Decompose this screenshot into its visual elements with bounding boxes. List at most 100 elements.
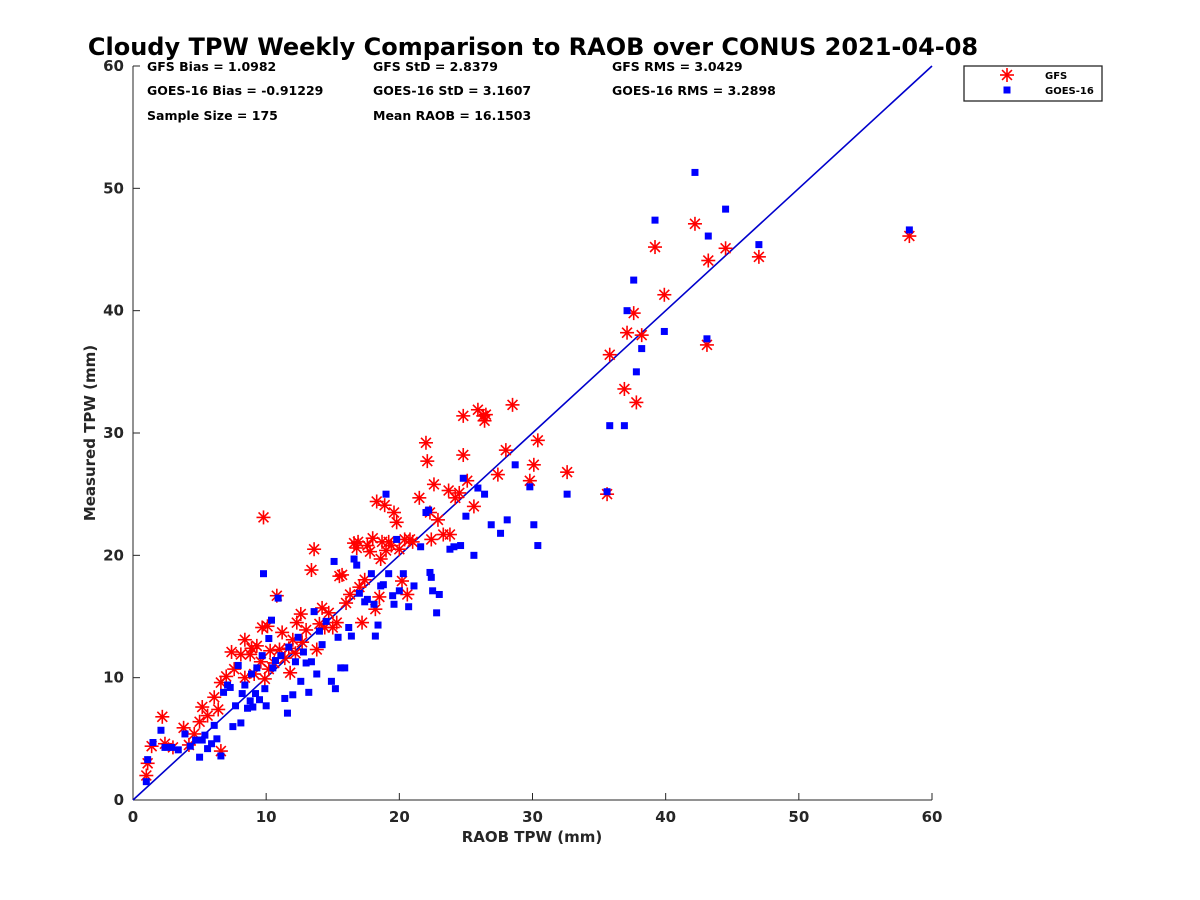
goes-16-point xyxy=(210,721,218,729)
goes-16-point xyxy=(703,335,711,343)
goes-16-point xyxy=(691,168,699,176)
goes-16-point xyxy=(256,696,264,704)
goes-16-point xyxy=(262,702,270,710)
gfs-point xyxy=(718,241,733,256)
gfs-point xyxy=(211,702,226,717)
stat-annotation: GFS Bias = 1.0982 xyxy=(147,59,276,74)
gfs-point xyxy=(420,454,435,469)
goes-16-point xyxy=(315,627,323,635)
gfs-point xyxy=(478,407,493,422)
gfs-point xyxy=(657,287,672,302)
goes-16-point xyxy=(181,730,189,738)
gfs-point xyxy=(224,644,239,659)
gfs-point xyxy=(343,587,358,602)
goes-16-point xyxy=(487,521,495,529)
gfs-point xyxy=(418,435,433,450)
legend-gfs-label: GFS xyxy=(1045,71,1067,82)
goes-16-point xyxy=(291,658,299,666)
gfs-point xyxy=(442,527,457,542)
axes: 0 10 20 30 40 50 60 0 10 20 30 40 50 60 xyxy=(103,57,942,826)
goes-16-point xyxy=(192,736,200,744)
goes-16-point xyxy=(258,652,266,660)
goes-16-point xyxy=(511,461,519,469)
goes-16-point xyxy=(253,664,261,672)
goes-16-point xyxy=(327,677,335,685)
goes-16-point xyxy=(429,587,437,595)
goes-16-point xyxy=(281,694,289,702)
gfs-point xyxy=(526,457,541,472)
legend: GFS GOES-16 xyxy=(963,65,1103,102)
goes-16-point xyxy=(410,582,418,590)
legend-goes-16-label: GOES-16 xyxy=(1045,86,1094,97)
goes-16-point xyxy=(374,621,382,629)
goes-16-point xyxy=(470,551,478,559)
goes-16-point xyxy=(213,735,221,743)
goes-16-point xyxy=(474,484,482,492)
legend-goes-16-marker xyxy=(1003,86,1011,94)
goes-16-point xyxy=(297,677,305,685)
goes-16-point xyxy=(204,745,212,753)
goes-16-point xyxy=(331,685,339,693)
goes-16-point xyxy=(168,743,176,751)
goes-16-point xyxy=(305,688,313,696)
goes-16-point xyxy=(450,543,458,551)
gfs-point xyxy=(195,700,210,715)
goes-16-point xyxy=(269,664,277,672)
goes-16-point xyxy=(299,648,307,656)
y-tick-label: 30 xyxy=(103,424,124,442)
goes-16-point xyxy=(632,368,640,376)
gfs-point xyxy=(490,467,505,482)
gfs-point xyxy=(400,587,415,602)
gfs-point xyxy=(701,253,716,268)
goes-16-point xyxy=(534,542,542,550)
x-tick-label: 60 xyxy=(922,808,943,826)
gfs-point xyxy=(426,477,441,492)
y-ticks: 0 10 20 30 40 50 60 xyxy=(103,57,140,809)
goes-16-point xyxy=(322,617,330,625)
goes-16-point xyxy=(248,670,256,678)
goes-16-point xyxy=(389,592,397,600)
goes-16-point xyxy=(238,690,246,698)
y-tick-label: 50 xyxy=(103,179,124,197)
goes-16-point xyxy=(462,512,470,520)
gfs-point xyxy=(620,325,635,340)
goes-16-point xyxy=(161,743,169,751)
goes-16-point xyxy=(435,590,443,598)
stat-annotation: GOES-16 Bias = -0.91229 xyxy=(147,83,323,98)
gfs-point xyxy=(648,240,663,255)
goes-16-point xyxy=(390,600,398,608)
x-tick-label: 40 xyxy=(655,808,676,826)
goes-16-point xyxy=(370,600,378,608)
goes-16-point xyxy=(651,216,659,224)
goes-16-point xyxy=(446,545,454,553)
goes-16-point xyxy=(220,688,228,696)
goes-16-point xyxy=(265,635,273,643)
y-tick-label: 10 xyxy=(103,669,124,687)
goes-16-point xyxy=(283,709,291,717)
one-to-one-reference-line xyxy=(132,65,933,801)
goes-16-point xyxy=(149,739,157,747)
gfs-point xyxy=(617,381,632,396)
goes-16-point xyxy=(261,685,269,693)
goes-16-point xyxy=(399,570,407,578)
gfs-point xyxy=(387,505,402,520)
goes-16-point xyxy=(341,664,349,672)
gfs-point xyxy=(466,499,481,514)
goes-16-point xyxy=(481,490,489,498)
goes-16-point xyxy=(232,702,240,710)
gfs-point xyxy=(751,249,766,264)
goes-16-point xyxy=(363,595,371,603)
gfs-point xyxy=(256,510,271,525)
gfs-point xyxy=(192,714,207,729)
goes-16-point xyxy=(620,422,628,430)
goes-16-point xyxy=(157,726,165,734)
goes-16-point xyxy=(425,506,433,514)
gfs-point xyxy=(424,532,439,547)
y-tick-label: 40 xyxy=(103,302,124,320)
y-tick-label: 0 xyxy=(114,791,124,809)
gfs-legend-asterisk xyxy=(1000,68,1014,82)
statistics-annotations: GFS Bias = 1.0982 GFS StD = 2.8379 GFS RMS… xyxy=(147,59,776,123)
y-axis-label: Measured TPW (mm) xyxy=(81,345,99,521)
gfs-point xyxy=(321,605,336,620)
